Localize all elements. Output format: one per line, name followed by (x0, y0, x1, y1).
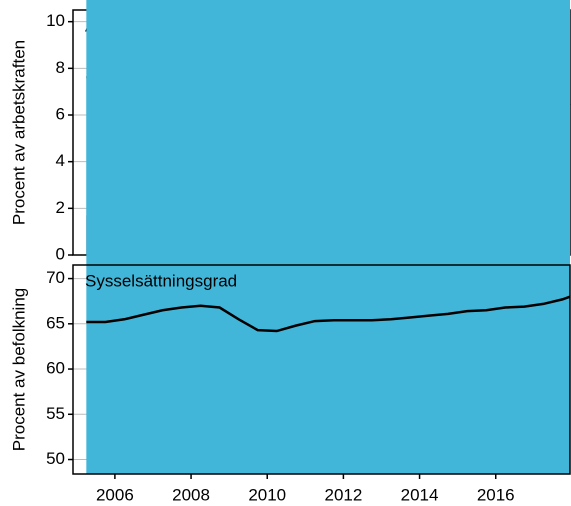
y-tick-label: 10 (46, 11, 65, 30)
x-tick-label: 2008 (172, 485, 210, 504)
y-tick-label: 4 (56, 151, 65, 170)
y-tick-label: 0 (56, 244, 65, 263)
x-tick-label: 2012 (324, 485, 362, 504)
x-tick-label: 2014 (401, 485, 439, 504)
x-tick-label: 2016 (477, 485, 515, 504)
x-tick-label: 2006 (96, 485, 134, 504)
y-tick-label: 2 (56, 198, 65, 217)
y-tick-label: 65 (46, 313, 65, 332)
y-tick-label: 55 (46, 404, 65, 423)
y-tick-label: 50 (46, 449, 65, 468)
y-axis-label: Procent av befolkning (9, 288, 28, 452)
y-tick-label: 8 (56, 58, 65, 77)
y-tick-label: 60 (46, 359, 65, 378)
area (86, 0, 570, 474)
y-tick-label: 70 (46, 268, 65, 287)
total-line (86, 295, 571, 333)
x-tick-label: 2010 (248, 485, 286, 504)
y-tick-label: 6 (56, 104, 65, 123)
y-axis-label: Procent av arbetskraften (9, 40, 28, 225)
panel-title: Sysselsättningsgrad (85, 271, 237, 290)
